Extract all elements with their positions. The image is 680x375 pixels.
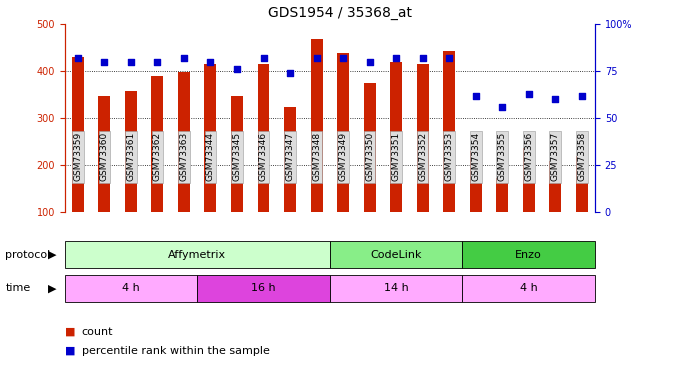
Text: ■: ■ (65, 346, 75, 355)
Point (152, 59, 163, 65)
Text: percentile rank within the sample: percentile rank within the sample (82, 346, 269, 355)
Text: ▶: ▶ (48, 250, 56, 259)
Bar (231, 96, 243, 212)
Point (549, 96, 560, 102)
Bar (462, 275, 595, 302)
Bar (364, 83, 375, 212)
Bar (125, 91, 137, 212)
Text: GSM73352: GSM73352 (418, 132, 427, 182)
Point (390, 55, 401, 61)
Text: CodeLink: CodeLink (371, 250, 422, 259)
Text: Affymetrix: Affymetrix (168, 250, 226, 259)
Point (258, 55, 269, 61)
Text: GSM73354: GSM73354 (471, 132, 480, 182)
Bar (523, 148, 534, 212)
Bar (258, 64, 269, 212)
Text: time: time (5, 284, 31, 293)
Text: GSM73362: GSM73362 (153, 132, 162, 182)
Text: 4 h: 4 h (520, 284, 538, 293)
Point (311, 55, 322, 61)
Text: ■: ■ (65, 327, 75, 337)
Bar (470, 151, 481, 212)
Text: GSM73360: GSM73360 (100, 132, 109, 182)
Text: GDS1954 / 35368_at: GDS1954 / 35368_at (268, 6, 412, 20)
Point (417, 55, 428, 61)
Bar (390, 62, 402, 212)
Text: GSM73358: GSM73358 (577, 132, 586, 182)
Bar (72, 57, 84, 212)
Text: GSM73356: GSM73356 (524, 132, 533, 182)
Point (364, 59, 375, 65)
Bar (284, 107, 296, 212)
Text: GSM73348: GSM73348 (312, 132, 321, 182)
Text: GSM73350: GSM73350 (365, 132, 374, 182)
Point (72, 55, 83, 61)
Text: 16 h: 16 h (251, 284, 276, 293)
Bar (576, 156, 588, 212)
Text: GSM73345: GSM73345 (233, 132, 241, 182)
Point (443, 55, 454, 61)
Text: GSM73363: GSM73363 (180, 132, 188, 182)
Bar (152, 76, 163, 212)
Text: GSM73349: GSM73349 (339, 132, 347, 182)
Text: ▶: ▶ (48, 284, 56, 293)
Bar (330, 275, 462, 302)
Bar (417, 64, 428, 212)
Bar (462, 241, 595, 268)
Point (284, 70, 295, 76)
Point (125, 59, 136, 65)
Point (231, 66, 242, 72)
Text: GSM73355: GSM73355 (498, 132, 507, 182)
Text: GSM73351: GSM73351 (392, 132, 401, 182)
Text: GSM73347: GSM73347 (286, 132, 294, 182)
Bar (496, 178, 508, 212)
Text: 4 h: 4 h (122, 284, 140, 293)
Bar (178, 72, 190, 212)
Point (576, 93, 587, 99)
Point (496, 104, 507, 110)
Point (99, 59, 109, 65)
Bar (443, 51, 455, 212)
Bar (99, 96, 110, 212)
Text: GSM73359: GSM73359 (73, 132, 82, 182)
Bar (330, 241, 462, 268)
Text: GSM73346: GSM73346 (259, 132, 268, 182)
Point (523, 91, 534, 97)
Point (205, 59, 216, 65)
Text: protocol: protocol (5, 250, 51, 259)
Bar (65, 241, 330, 268)
Bar (65, 275, 197, 302)
Text: 14 h: 14 h (384, 284, 409, 293)
Bar (337, 53, 349, 212)
Text: GSM73344: GSM73344 (206, 132, 215, 181)
Text: count: count (82, 327, 113, 337)
Bar (205, 64, 216, 212)
Text: GSM73357: GSM73357 (551, 132, 560, 182)
Point (470, 93, 481, 99)
Point (178, 55, 189, 61)
Text: Enzo: Enzo (515, 250, 542, 259)
Text: GSM73361: GSM73361 (126, 132, 135, 182)
Bar (311, 39, 322, 212)
Text: GSM73353: GSM73353 (445, 132, 454, 182)
Point (337, 55, 348, 61)
Bar (549, 161, 561, 212)
Bar (197, 275, 330, 302)
